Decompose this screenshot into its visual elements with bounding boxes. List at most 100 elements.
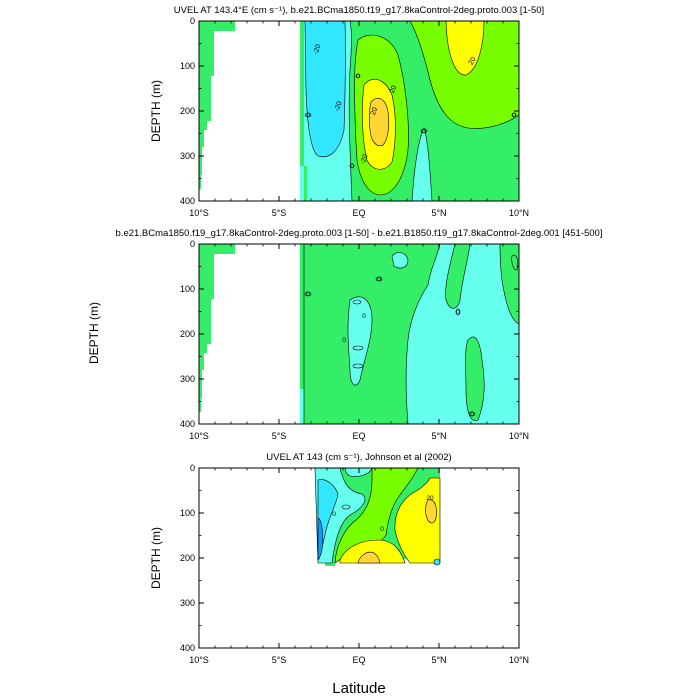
panel-3-field bbox=[314, 468, 441, 566]
panel-3-contour-label: 0 bbox=[380, 526, 384, 533]
panel-1-coast-strip bbox=[300, 21, 304, 166]
panel-3-contour-label: 20 bbox=[426, 495, 434, 502]
panel-1-oval-d bbox=[511, 112, 517, 118]
panel-3-eastward-core-left bbox=[339, 539, 406, 564]
x-tick-label: 5°S bbox=[272, 655, 287, 665]
panel-2-oval-g bbox=[468, 411, 476, 417]
panel-2-neg-intrusion-b bbox=[391, 252, 409, 269]
panel-2: b.e21.BCma1850.f19_g17.8kaControl-2deg.p… bbox=[87, 228, 602, 441]
y-tick-label: 100 bbox=[180, 284, 195, 294]
panel-1-oval-e bbox=[355, 73, 361, 79]
panel-3-westward-dark bbox=[317, 517, 324, 561]
panel-1-title: UVEL AT 143.4°E (cm s⁻¹), b.e21.BCma1850… bbox=[174, 5, 544, 16]
panel-2-contour-label: 0 bbox=[456, 309, 460, 316]
y-tick-label: 200 bbox=[180, 106, 195, 116]
x-tick-label: 5°N bbox=[431, 208, 446, 218]
panel-2-oval-b bbox=[375, 276, 383, 282]
panel-3-ylabel: DEPTH (m) bbox=[149, 527, 163, 589]
panel-3-eastward-core-right bbox=[394, 477, 441, 564]
x-tick-label: 10°S bbox=[189, 655, 209, 665]
panel-1-core-surface bbox=[445, 21, 485, 76]
panel-1-land-bar bbox=[199, 21, 235, 189]
panel-2-field bbox=[199, 244, 519, 424]
panel-1-contour-label: 0 bbox=[350, 163, 354, 170]
panel-2-oval-d bbox=[352, 345, 364, 351]
y-tick-label: 0 bbox=[190, 239, 195, 249]
panel-2-zero-corner bbox=[511, 254, 519, 271]
panel-1-contour-label: 0 bbox=[356, 73, 360, 80]
panel-1-contour-label: -20 bbox=[360, 153, 370, 165]
x-tick-label: 5°S bbox=[272, 208, 287, 218]
panel-2-contour-label: 0 bbox=[377, 276, 381, 283]
panel-3-eastward-max bbox=[357, 551, 381, 564]
x-tick-label: EQ bbox=[352, 655, 365, 665]
panel-2-oval-a bbox=[304, 291, 312, 297]
x-tick-label: 10°N bbox=[509, 431, 529, 441]
y-tick-label: 100 bbox=[180, 508, 195, 518]
panel-1-contour-label: -20 bbox=[334, 100, 344, 112]
panel-1-contour-label: 20 bbox=[370, 107, 379, 117]
x-tick-label: 10°S bbox=[189, 208, 209, 218]
panel-3-eastward-max-right bbox=[425, 499, 437, 524]
x-tick-label: 10°S bbox=[189, 431, 209, 441]
panel-1-oval-b bbox=[420, 128, 428, 134]
panel-2-zero-region bbox=[303, 244, 441, 424]
panel-3-title: UVEL AT 143 (cm s⁻¹), Johnson et al (200… bbox=[266, 452, 451, 463]
panel-2-ylabel: DEPTH (m) bbox=[87, 302, 101, 364]
panel-1: UVEL AT 143.4°E (cm s⁻¹), b.e21.BCma1850… bbox=[149, 5, 544, 218]
panel-3: UVEL AT 143 (cm s⁻¹), Johnson et al (200… bbox=[149, 452, 529, 665]
y-tick-label: 0 bbox=[190, 463, 195, 473]
panel-1-core-high bbox=[369, 98, 390, 147]
panel-1-contour-label: 0 bbox=[512, 112, 516, 119]
y-tick-label: 400 bbox=[180, 419, 195, 429]
x-tick-label: EQ bbox=[352, 208, 365, 218]
panel-1-contour-label: 0 bbox=[306, 112, 310, 119]
y-tick-label: 200 bbox=[180, 329, 195, 339]
panel-1-contour-label: 0 bbox=[422, 128, 426, 135]
panel-2-oval-e bbox=[352, 363, 364, 369]
panel-1-ylabel: DEPTH (m) bbox=[149, 80, 163, 142]
panel-1-field bbox=[199, 21, 519, 201]
panel-2-oval-f bbox=[455, 308, 461, 316]
panel-3-contour-label: 0 bbox=[332, 511, 336, 518]
panel-1-coast-strip-b bbox=[304, 166, 307, 201]
y-tick-label: 200 bbox=[180, 553, 195, 563]
x-tick-label: 10°N bbox=[509, 655, 529, 665]
panel-1-oval-a bbox=[304, 112, 312, 118]
y-tick-label: 0 bbox=[190, 16, 195, 26]
panel-2-contour-label: 0 bbox=[306, 291, 310, 298]
panel-2-oval-c bbox=[352, 299, 362, 305]
y-tick-label: 300 bbox=[180, 151, 195, 161]
y-tick-label: 400 bbox=[180, 643, 195, 653]
panel-2-axes: 10°S 5°S EQ 5°N 10°N 0 100 200 300 400 bbox=[180, 239, 529, 441]
panel-2-contour-label: 0 bbox=[342, 337, 346, 344]
x-tick-label: 10°N bbox=[509, 208, 529, 218]
x-tick-label: 5°N bbox=[431, 431, 446, 441]
panel-3-oval-a bbox=[341, 504, 351, 510]
panel-2-zero-right bbox=[445, 244, 471, 309]
panel-2-neg-intrusion-a bbox=[347, 296, 373, 386]
panel-1-oval-c bbox=[349, 163, 355, 169]
y-tick-label: 100 bbox=[180, 61, 195, 71]
panel-1-contour-label: -20 bbox=[313, 43, 323, 55]
panel-2-contour-label: 0 bbox=[470, 411, 474, 418]
panel-2-contour-label: 0 bbox=[362, 313, 366, 320]
panel-1-contour-label: 20 bbox=[389, 85, 398, 95]
panel-1-contour-label: 20 bbox=[468, 56, 478, 66]
x-tick-label: 5°S bbox=[272, 431, 287, 441]
panel-2-coast-strip bbox=[300, 244, 304, 389]
panel-2-zero-right-b bbox=[465, 336, 485, 421]
panel-1-westward-band bbox=[304, 21, 346, 158]
y-tick-label: 300 bbox=[180, 374, 195, 384]
x-tick-label: EQ bbox=[352, 431, 365, 441]
x-tick-label: 5°N bbox=[431, 655, 446, 665]
panel-2-title: b.e21.BCma1850.f19_g17.8kaControl-2deg.p… bbox=[116, 228, 603, 239]
figure-xlabel: Latitude bbox=[332, 680, 385, 697]
y-tick-label: 300 bbox=[180, 598, 195, 608]
panel-3-oval-b bbox=[433, 558, 441, 566]
panel-2-land-bar bbox=[199, 244, 235, 412]
y-tick-label: 400 bbox=[180, 196, 195, 206]
